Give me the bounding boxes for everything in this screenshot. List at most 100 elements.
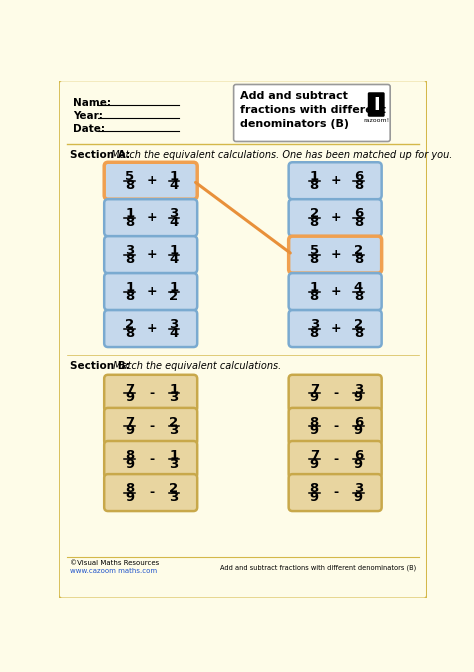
Text: 8: 8 bbox=[125, 216, 135, 229]
Text: 3: 3 bbox=[169, 319, 179, 331]
Text: 8: 8 bbox=[354, 216, 363, 229]
Text: -: - bbox=[333, 486, 338, 499]
Text: 3: 3 bbox=[354, 383, 363, 396]
Text: -: - bbox=[149, 453, 154, 466]
Text: 1: 1 bbox=[169, 449, 179, 462]
FancyBboxPatch shape bbox=[289, 199, 382, 236]
FancyBboxPatch shape bbox=[289, 162, 382, 199]
Text: Section A:: Section A: bbox=[70, 150, 130, 160]
Text: ©Visual Maths Resources: ©Visual Maths Resources bbox=[70, 560, 159, 566]
Text: Match the equivalent calculations. One has been matched up for you.: Match the equivalent calculations. One h… bbox=[108, 150, 453, 160]
FancyBboxPatch shape bbox=[58, 80, 428, 599]
Text: 8: 8 bbox=[310, 482, 319, 495]
FancyBboxPatch shape bbox=[234, 85, 390, 142]
Text: 6: 6 bbox=[354, 171, 363, 183]
Text: +: + bbox=[146, 322, 157, 335]
Text: 1: 1 bbox=[169, 171, 179, 183]
Text: 3: 3 bbox=[169, 391, 179, 405]
Text: 8: 8 bbox=[125, 179, 135, 192]
Text: 3: 3 bbox=[169, 491, 179, 504]
Text: 8: 8 bbox=[310, 290, 319, 303]
Text: 8: 8 bbox=[354, 290, 363, 303]
FancyBboxPatch shape bbox=[104, 375, 197, 412]
Text: 8: 8 bbox=[125, 327, 135, 340]
Text: 1: 1 bbox=[169, 383, 179, 396]
Text: -: - bbox=[149, 486, 154, 499]
Text: 3: 3 bbox=[354, 482, 363, 495]
Text: 7: 7 bbox=[125, 383, 134, 396]
Text: razoom!: razoom! bbox=[363, 118, 389, 123]
Text: Section B:: Section B: bbox=[70, 361, 130, 371]
Text: 8: 8 bbox=[125, 290, 135, 303]
Text: 8: 8 bbox=[354, 179, 363, 192]
Text: 8: 8 bbox=[310, 179, 319, 192]
Text: 6: 6 bbox=[354, 449, 363, 462]
FancyBboxPatch shape bbox=[289, 310, 382, 347]
FancyBboxPatch shape bbox=[289, 236, 382, 273]
Text: 9: 9 bbox=[354, 458, 363, 470]
FancyBboxPatch shape bbox=[289, 375, 382, 412]
Text: I: I bbox=[373, 95, 380, 114]
Text: 7: 7 bbox=[125, 416, 134, 429]
FancyBboxPatch shape bbox=[289, 273, 382, 310]
Text: Add and subtract
fractions with different
denominators (B): Add and subtract fractions with differen… bbox=[240, 91, 386, 128]
Text: 8: 8 bbox=[310, 327, 319, 340]
Text: 4: 4 bbox=[169, 253, 179, 266]
Text: 4: 4 bbox=[169, 327, 179, 340]
Text: 9: 9 bbox=[125, 491, 134, 504]
Text: 9: 9 bbox=[354, 491, 363, 504]
Text: Date:: Date: bbox=[73, 124, 105, 134]
Text: 8: 8 bbox=[125, 449, 135, 462]
Text: 5: 5 bbox=[310, 245, 319, 257]
Text: +: + bbox=[330, 322, 341, 335]
Text: -: - bbox=[333, 387, 338, 400]
Text: -: - bbox=[333, 420, 338, 433]
Text: 2: 2 bbox=[354, 319, 363, 331]
Text: 6: 6 bbox=[354, 416, 363, 429]
Text: 2: 2 bbox=[169, 290, 179, 303]
Text: -: - bbox=[333, 453, 338, 466]
Text: 9: 9 bbox=[354, 391, 363, 405]
Text: Add and subtract fractions with different denominators (B): Add and subtract fractions with differen… bbox=[219, 564, 416, 571]
FancyBboxPatch shape bbox=[104, 408, 197, 445]
FancyBboxPatch shape bbox=[104, 162, 197, 199]
Text: 4: 4 bbox=[354, 282, 363, 294]
Text: Year:: Year: bbox=[73, 111, 103, 121]
Text: 9: 9 bbox=[125, 425, 134, 437]
Text: Match the equivalent calculations.: Match the equivalent calculations. bbox=[109, 361, 281, 371]
Text: 3: 3 bbox=[125, 245, 135, 257]
FancyBboxPatch shape bbox=[289, 441, 382, 478]
Text: 9: 9 bbox=[310, 391, 319, 405]
Text: +: + bbox=[146, 211, 157, 224]
Text: 1: 1 bbox=[169, 282, 179, 294]
Text: 6: 6 bbox=[354, 208, 363, 220]
Text: 8: 8 bbox=[354, 253, 363, 266]
Text: +: + bbox=[330, 211, 341, 224]
Text: 8: 8 bbox=[310, 253, 319, 266]
FancyBboxPatch shape bbox=[368, 93, 384, 116]
FancyBboxPatch shape bbox=[104, 236, 197, 273]
Text: 1: 1 bbox=[125, 208, 134, 220]
FancyBboxPatch shape bbox=[289, 408, 382, 445]
Text: 2: 2 bbox=[169, 416, 179, 429]
Text: +: + bbox=[146, 285, 157, 298]
Text: Name:: Name: bbox=[73, 98, 111, 108]
Text: 8: 8 bbox=[125, 253, 135, 266]
Text: 9: 9 bbox=[125, 458, 134, 470]
Text: 1: 1 bbox=[169, 245, 179, 257]
Text: 3: 3 bbox=[169, 458, 179, 470]
Text: 1: 1 bbox=[125, 282, 134, 294]
FancyBboxPatch shape bbox=[289, 474, 382, 511]
Text: www.cazoom maths.com: www.cazoom maths.com bbox=[70, 568, 157, 574]
Text: 2: 2 bbox=[125, 319, 134, 331]
FancyBboxPatch shape bbox=[104, 273, 197, 310]
Text: 4: 4 bbox=[169, 216, 179, 229]
Text: 3: 3 bbox=[169, 425, 179, 437]
Text: 3: 3 bbox=[310, 319, 319, 331]
Text: +: + bbox=[330, 174, 341, 187]
Text: 8: 8 bbox=[354, 327, 363, 340]
Text: 9: 9 bbox=[125, 391, 134, 405]
Text: -: - bbox=[149, 420, 154, 433]
Text: 8: 8 bbox=[310, 216, 319, 229]
Text: +: + bbox=[146, 248, 157, 261]
